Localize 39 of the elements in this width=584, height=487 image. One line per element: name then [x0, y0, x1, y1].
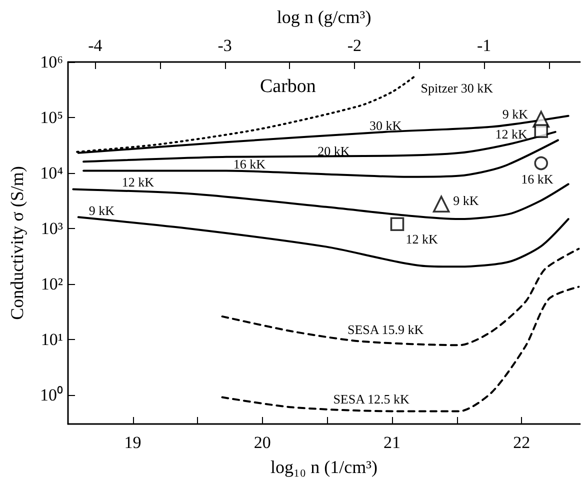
annotation: 20 kK — [318, 143, 350, 158]
y-axis-title: Conductivity σ (S/m) — [7, 166, 27, 320]
point — [432, 196, 450, 213]
y-tick-label: 10⁵ — [40, 108, 64, 127]
y-tick-label: 10² — [40, 274, 63, 294]
line-series — [221, 286, 580, 412]
y-tick-label: 10⁴ — [40, 163, 64, 182]
y-tick-label: 10⁰ — [40, 385, 63, 404]
annotation: 9 kK — [502, 106, 529, 122]
annotation: Spitzer 30 kK — [420, 80, 494, 96]
annotation: 9 kK — [453, 192, 480, 208]
point — [534, 156, 548, 170]
line-series — [221, 248, 580, 346]
point — [390, 217, 404, 231]
x2-axis-title: log n (g/cm³) — [276, 7, 372, 27]
annotation: 12 kK — [495, 126, 528, 142]
x-tick-label: 19 — [124, 433, 142, 452]
x-tick-label: 21 — [384, 433, 401, 452]
annotation: 16 kK — [233, 156, 266, 172]
annotation: 12 kK — [406, 231, 439, 246]
annotation: SESA 15.9 kK — [347, 322, 424, 338]
point — [534, 124, 548, 138]
y-tick-label: 10³ — [40, 218, 63, 238]
x2-tick-label: -2 — [347, 36, 362, 55]
annotation: 30 kK — [370, 118, 402, 133]
annotation: 12 kK — [122, 174, 155, 190]
x-tick-label: 22 — [513, 433, 530, 452]
text: Carbon — [260, 76, 316, 97]
x-tick-label: 20 — [254, 433, 271, 452]
line-series — [77, 216, 570, 268]
x-axis-title: log₁₀ n (1/cm³) — [270, 457, 378, 477]
annotation: SESA 12.5 kK — [333, 391, 410, 406]
y-tick-label: 10⁶ — [40, 52, 64, 72]
x2-tick-label: -3 — [218, 36, 232, 55]
annotation: 16 kK — [521, 171, 554, 186]
x2-tick-label: -4 — [88, 36, 103, 55]
annotation: 9 kK — [88, 203, 116, 218]
y-tick-label: 10¹ — [40, 330, 63, 349]
x2-tick-label: -1 — [476, 36, 492, 55]
